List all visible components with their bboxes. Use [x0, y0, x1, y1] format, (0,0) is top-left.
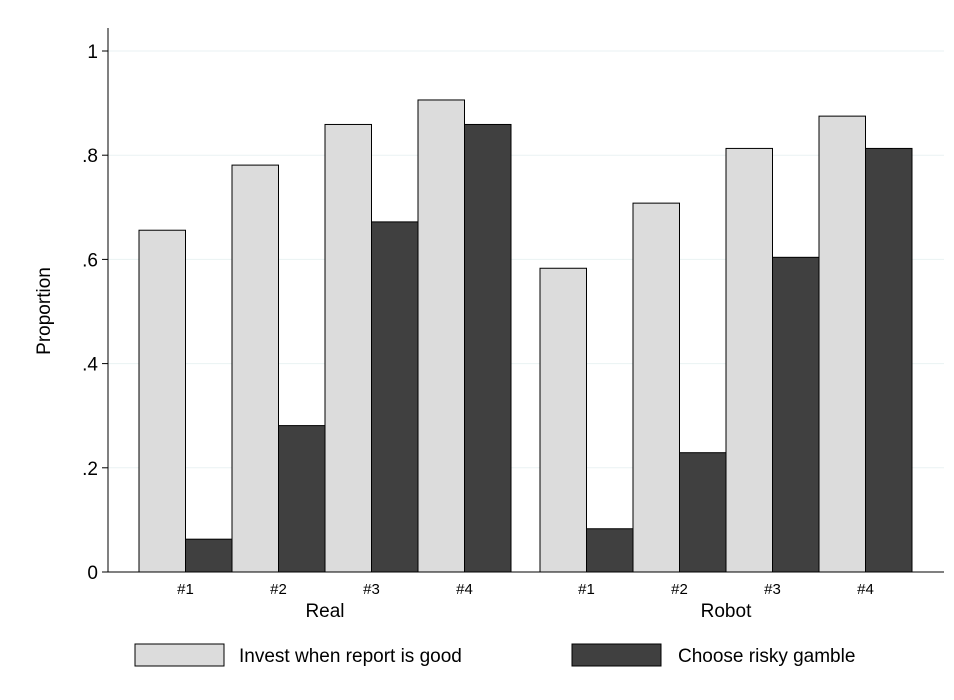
x-category-label: #1: [578, 581, 595, 598]
x-category-label: #1: [177, 581, 194, 598]
x-category-labels: #1 #2 #3 #4 #1 #2 #3 #4: [177, 581, 874, 598]
y-tick-label: .2: [82, 459, 98, 480]
x-group-labels: Real Robot: [305, 601, 752, 622]
y-tick-labels: 0 .2 .4 .6 .8 1: [82, 42, 98, 584]
bar-invest-robot-3: [725, 147, 773, 573]
y-tick-label: 0: [87, 563, 98, 584]
x-category-label: #3: [764, 581, 781, 598]
bar-risky-real-4: [464, 123, 512, 573]
x-category-label: #2: [270, 581, 287, 598]
axes: [102, 28, 944, 573]
bar-invest-real-3: [324, 123, 372, 573]
bar-risky-robot-3: [772, 256, 820, 573]
bar-invest-robot-1: [539, 267, 587, 573]
y-tick-label: .8: [82, 146, 98, 167]
x-category-label: #2: [671, 581, 688, 598]
x-category-label: #4: [456, 581, 473, 598]
bars: [138, 99, 913, 573]
bar-risky-robot-4: [865, 147, 913, 573]
y-tick-label: .4: [82, 355, 98, 376]
legend-swatch: [571, 643, 662, 667]
bar-invest-robot-4: [818, 115, 866, 573]
x-group-label: Real: [305, 601, 344, 622]
bar-invest-real-2: [231, 164, 279, 573]
x-category-label: #3: [363, 581, 380, 598]
bar-risky-robot-2: [679, 452, 727, 573]
bar-invest-real-1: [138, 229, 186, 573]
bar-risky-robot-1: [586, 528, 634, 573]
bar-invest-robot-2: [632, 202, 680, 573]
y-axis-title: Proportion: [34, 267, 55, 355]
bar-risky-real-3: [371, 221, 419, 573]
bar-invest-real-4: [417, 99, 465, 573]
legend-label: Invest when report is good: [239, 646, 462, 667]
x-category-label: #4: [857, 581, 874, 598]
legend-swatch: [134, 643, 225, 667]
bar-risky-real-2: [278, 425, 326, 573]
x-group-label: Robot: [701, 601, 752, 622]
y-tick-label: 1: [87, 42, 98, 63]
legend: Invest when report is good Choose risky g…: [134, 643, 855, 667]
bar-risky-real-1: [185, 538, 233, 573]
legend-label: Choose risky gamble: [678, 646, 855, 667]
y-tick-label: .6: [82, 250, 98, 271]
